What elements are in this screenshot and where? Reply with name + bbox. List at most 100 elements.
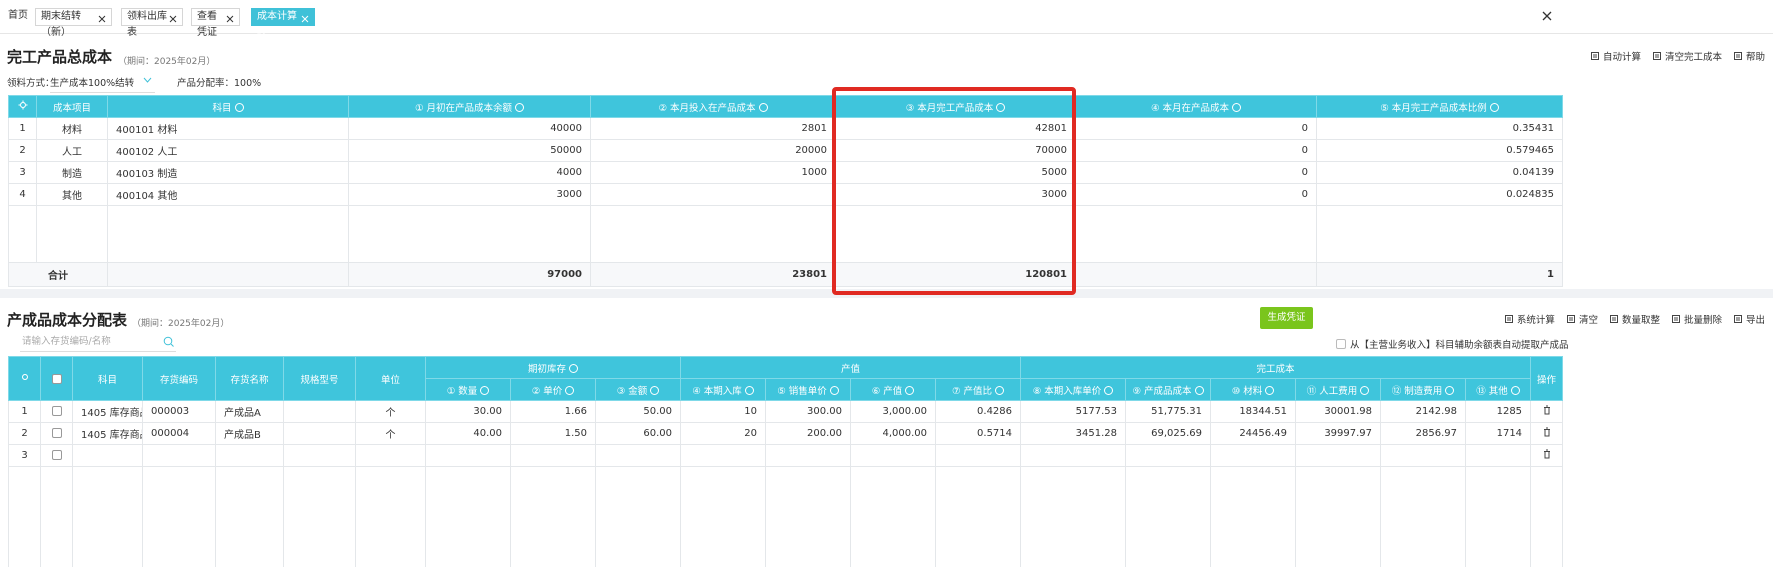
settings-header <box>8 356 41 401</box>
action[interactable]: 数量取整 <box>1609 312 1660 326</box>
cell <box>36 205 108 263</box>
checkbox[interactable] <box>51 406 62 416</box>
header-label: ⑫ 制造费用 <box>1391 385 1443 397</box>
action-label: 导出 <box>1745 315 1765 326</box>
cell: 400102 人工 <box>107 139 349 162</box>
settings-header <box>8 95 37 118</box>
method-select[interactable]: 生产成本100%结转 <box>50 75 155 93</box>
header-label: 科目 <box>212 102 232 114</box>
settings-icon <box>21 374 28 380</box>
action[interactable]: 清空 <box>1566 312 1598 326</box>
cell: 000003 <box>142 400 216 423</box>
action[interactable]: 清空完工成本 <box>1652 49 1722 63</box>
cell <box>850 444 937 467</box>
checkbox[interactable] <box>51 373 62 384</box>
tab[interactable]: 成本计算表 <box>251 8 315 38</box>
total-cell: 合计 <box>8 262 108 287</box>
cell <box>72 466 143 567</box>
action[interactable]: 帮助 <box>1733 49 1765 63</box>
tab[interactable]: 期末结转（新） <box>35 8 112 38</box>
cell: 4,000.00 <box>850 422 937 445</box>
generate-voucher-button[interactable]: 生成凭证 <box>1260 307 1313 329</box>
header-label: ① 数量 <box>446 385 478 397</box>
delete-icon[interactable] <box>1542 449 1552 459</box>
cell: 1.50 <box>510 422 596 445</box>
header-label: ④ 本月在产品成本 <box>1150 102 1230 114</box>
highlight-box <box>832 87 1076 295</box>
cell: 3,000.00 <box>850 400 937 423</box>
action-cell <box>1530 400 1564 423</box>
total-cell: 97000 <box>348 262 591 287</box>
cell <box>590 183 836 206</box>
column-header: 存货名称 <box>215 356 284 401</box>
tab[interactable]: 首页 <box>4 8 32 26</box>
cell <box>850 466 937 567</box>
cell: 2 <box>8 139 37 162</box>
cell: 30.00 <box>425 400 511 423</box>
cell: 个 <box>355 422 426 445</box>
cell: 40.00 <box>425 422 511 445</box>
cell <box>935 444 1022 467</box>
table-row: 1 材料 400101 材料 40000 2801 42801 0 0.35431 <box>8 117 1563 140</box>
checkbox[interactable] <box>51 450 62 460</box>
delete-icon[interactable] <box>1542 405 1552 415</box>
total-cell <box>107 262 349 287</box>
action[interactable]: 导出 <box>1733 312 1765 326</box>
auto-extract[interactable]: 从【主营业务收入】科目辅助余额表自动提取产成品 <box>1336 337 1569 351</box>
checkbox[interactable] <box>1336 339 1346 349</box>
cell <box>935 466 1022 567</box>
cell: 其他 <box>36 183 108 206</box>
column-header: 科目 <box>107 95 349 118</box>
cell <box>425 466 511 567</box>
cell <box>1465 466 1532 567</box>
cell <box>215 466 284 567</box>
column-header: ⑩ 材料 <box>1210 378 1297 401</box>
cell <box>1020 444 1127 467</box>
action[interactable]: 批量删除 <box>1671 312 1722 326</box>
checkbox[interactable] <box>51 428 62 438</box>
table-row: 2 人工 400102 人工 50000 20000 70000 0 0.579465 <box>8 139 1563 162</box>
action[interactable]: 系统计算 <box>1504 312 1555 326</box>
column-header: 存货编码 <box>142 356 216 401</box>
cell: 18344.51 <box>1210 400 1297 423</box>
help-icon <box>829 385 839 395</box>
column-header: 单位 <box>355 356 426 401</box>
action-label: 批量删除 <box>1683 315 1722 326</box>
filler-row <box>8 205 1563 263</box>
action-icon <box>1590 52 1599 60</box>
period: （期间：2025年02月） <box>118 57 216 67</box>
column-header: ③ 本月完工产品成本 <box>835 95 1076 118</box>
cell <box>283 444 356 467</box>
auto-extract-label: 从【主营业务收入】科目辅助余额表自动提取产成品 <box>1350 340 1569 351</box>
cell: 1 <box>8 117 37 140</box>
section-title: 产成品成本分配表 <box>7 311 128 329</box>
header-label: ⑧ 本期入库单价 <box>1032 385 1102 397</box>
total-cell <box>1075 262 1317 287</box>
cell: 0 <box>1075 161 1317 184</box>
tab[interactable]: 查看凭证 <box>191 8 240 38</box>
cell: 2142.98 <box>1380 400 1467 423</box>
cell <box>283 422 356 445</box>
action[interactable]: 自动计算 <box>1590 49 1641 63</box>
cell: 39997.97 <box>1295 422 1382 445</box>
cell: 1 <box>8 400 41 423</box>
cell: 2 <box>8 422 41 445</box>
cell: 24456.49 <box>1210 422 1297 445</box>
help-icon <box>1360 385 1370 395</box>
header-row: 成本项目 科目 ① 月初在产品成本余额 ② 本月投入在产品成本 ③ 本月完工产品成本 ④ … <box>8 95 1563 118</box>
close-all[interactable] <box>1542 11 1552 21</box>
search-input[interactable]: 请输入存货编码/名称 <box>20 334 176 352</box>
header-label: ⑪ 人工费用 <box>1306 385 1358 397</box>
cell: 3451.28 <box>1020 422 1127 445</box>
help-icon <box>1194 385 1204 395</box>
cell <box>1295 444 1382 467</box>
settings-icon <box>18 100 27 110</box>
group-label: 期初库存 <box>528 363 567 375</box>
delete-icon[interactable] <box>1542 427 1552 437</box>
cell: 1714 <box>1465 422 1532 445</box>
tab[interactable]: 领料出库表 <box>121 8 183 38</box>
header-label: ⑨ 产成品成本 <box>1132 385 1192 397</box>
period: （期间：2025年02月） <box>132 319 230 329</box>
cell: 5177.53 <box>1020 400 1127 423</box>
column-header: ② 本月投入在产品成本 <box>590 95 836 118</box>
